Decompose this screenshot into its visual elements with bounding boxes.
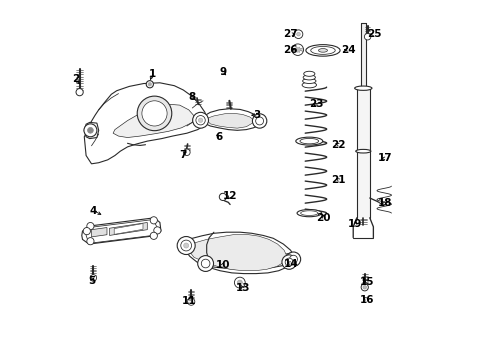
Text: 2: 2 — [72, 74, 79, 84]
Ellipse shape — [302, 78, 315, 84]
Polygon shape — [205, 113, 254, 128]
Text: 7: 7 — [179, 150, 186, 160]
Circle shape — [237, 280, 242, 285]
Text: 27: 27 — [283, 29, 297, 39]
Circle shape — [150, 232, 157, 239]
Text: 15: 15 — [359, 276, 373, 287]
Text: 6: 6 — [215, 132, 223, 142]
Text: 18: 18 — [377, 198, 391, 208]
Text: 11: 11 — [181, 296, 196, 306]
Polygon shape — [201, 253, 290, 269]
Ellipse shape — [354, 86, 371, 90]
Polygon shape — [84, 83, 206, 164]
Ellipse shape — [300, 211, 317, 215]
Circle shape — [150, 217, 157, 224]
Text: 17: 17 — [377, 153, 391, 163]
Circle shape — [142, 101, 167, 126]
Text: 13: 13 — [235, 283, 249, 293]
Circle shape — [294, 30, 302, 39]
Ellipse shape — [299, 139, 318, 144]
Ellipse shape — [310, 46, 335, 54]
Circle shape — [183, 243, 188, 248]
Ellipse shape — [303, 75, 315, 80]
Text: 22: 22 — [331, 140, 346, 150]
Circle shape — [177, 237, 195, 255]
Text: 26: 26 — [283, 45, 297, 55]
Ellipse shape — [305, 45, 339, 56]
Circle shape — [192, 112, 208, 128]
Polygon shape — [198, 109, 260, 130]
Polygon shape — [109, 222, 147, 235]
Circle shape — [181, 240, 191, 251]
Circle shape — [201, 259, 209, 268]
Polygon shape — [356, 88, 369, 218]
Circle shape — [364, 33, 370, 40]
Circle shape — [289, 255, 297, 263]
Circle shape — [146, 81, 153, 88]
Text: 19: 19 — [347, 219, 362, 229]
Circle shape — [255, 117, 263, 125]
Circle shape — [198, 118, 203, 122]
Text: 12: 12 — [223, 191, 237, 201]
Text: 8: 8 — [188, 92, 196, 102]
Polygon shape — [183, 232, 294, 274]
Polygon shape — [91, 228, 107, 237]
Circle shape — [285, 258, 292, 266]
Text: 4: 4 — [89, 206, 97, 216]
Ellipse shape — [302, 82, 316, 88]
Circle shape — [282, 255, 296, 269]
Circle shape — [84, 124, 97, 137]
Text: 3: 3 — [253, 110, 260, 120]
Polygon shape — [113, 104, 194, 138]
Polygon shape — [81, 218, 161, 244]
Polygon shape — [114, 224, 142, 234]
Circle shape — [90, 275, 96, 281]
Text: 21: 21 — [331, 175, 346, 185]
Circle shape — [87, 222, 94, 230]
Text: 9: 9 — [219, 67, 226, 77]
Polygon shape — [189, 234, 286, 271]
Text: 25: 25 — [366, 29, 381, 39]
Circle shape — [295, 47, 300, 52]
Circle shape — [362, 285, 366, 289]
Text: 20: 20 — [316, 213, 330, 223]
Text: 14: 14 — [284, 258, 298, 269]
Ellipse shape — [318, 49, 327, 52]
Circle shape — [361, 284, 367, 291]
Ellipse shape — [295, 137, 322, 145]
Circle shape — [296, 32, 300, 36]
Circle shape — [76, 89, 83, 96]
Circle shape — [83, 228, 90, 235]
Polygon shape — [360, 23, 365, 88]
Circle shape — [219, 193, 226, 201]
Text: 5: 5 — [88, 276, 95, 286]
Circle shape — [137, 96, 171, 131]
Text: 23: 23 — [308, 99, 323, 109]
Circle shape — [153, 227, 161, 234]
Circle shape — [183, 149, 190, 156]
Text: 1: 1 — [149, 69, 156, 79]
Circle shape — [197, 256, 213, 271]
Ellipse shape — [303, 71, 314, 76]
Circle shape — [87, 127, 93, 133]
Ellipse shape — [296, 210, 321, 217]
Circle shape — [148, 82, 151, 86]
Circle shape — [252, 114, 266, 128]
Circle shape — [196, 116, 205, 125]
Circle shape — [187, 298, 194, 305]
Circle shape — [87, 238, 94, 245]
Text: 24: 24 — [340, 45, 355, 55]
Circle shape — [291, 44, 303, 55]
Circle shape — [285, 252, 300, 266]
Text: 10: 10 — [215, 260, 230, 270]
Circle shape — [234, 277, 244, 288]
Ellipse shape — [355, 149, 370, 153]
Polygon shape — [84, 122, 99, 139]
Text: 16: 16 — [359, 294, 373, 305]
